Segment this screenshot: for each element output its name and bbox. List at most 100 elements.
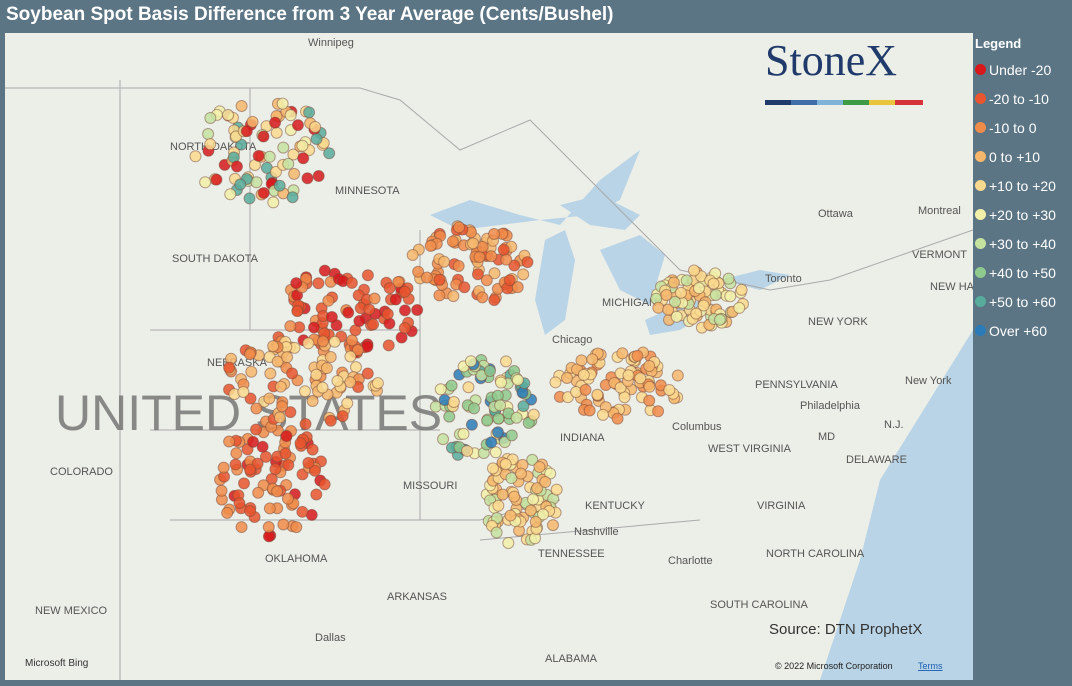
location-dot [511,373,524,386]
location-dot [279,447,292,460]
location-dot [269,116,282,129]
location-dot [510,411,523,424]
logo: StoneX [765,36,897,85]
place-label: Winnipeg [308,37,354,49]
location-dot [433,273,446,286]
location-dot [250,402,263,415]
location-dot [663,383,676,396]
location-dot [320,362,333,375]
location-dot [480,274,493,287]
location-dot [323,147,336,160]
location-dot [521,256,534,269]
location-dot [341,397,354,410]
legend-item: +50 to +60 [975,287,1056,316]
location-dot [344,376,357,389]
location-dot [262,520,275,533]
legend-item: +10 to +20 [975,171,1056,200]
location-dot [328,335,341,348]
legend-label: +40 to +50 [989,264,1056,281]
location-dot [280,430,293,443]
location-dot [471,268,484,281]
legend-label: Under -20 [989,61,1052,78]
location-dot [303,106,316,119]
location-dot [488,294,501,307]
location-dot [447,290,460,303]
location-dot [273,411,286,424]
location-dot [464,355,477,368]
location-dot [446,235,459,248]
location-dot [349,361,362,374]
location-dot [324,351,337,364]
legend-item: +30 to +40 [975,229,1056,258]
legend-item: Over +60 [975,316,1056,345]
location-dot [312,170,325,183]
legend-item: +40 to +50 [975,258,1056,287]
location-dot [577,368,590,381]
location-dot [671,369,684,382]
place-label: Ottawa [818,208,854,220]
place-label: ALABAMA [545,653,598,665]
location-dot [733,301,746,314]
location-dot [398,304,411,317]
location-dot [549,376,562,389]
location-dot [596,408,609,421]
place-label: KENTUCKY [585,500,646,512]
legend-swatch [975,209,986,220]
location-dot [546,519,559,532]
location-dot [336,410,349,423]
location-dot [269,463,282,476]
location-dot [252,149,265,162]
location-dot [222,109,235,122]
location-dot [622,369,635,382]
location-dot [452,259,465,272]
legend-swatch [975,151,986,162]
location-dot [230,447,243,460]
location-dot [367,318,380,331]
location-dot [494,399,507,412]
place-label: NEW HAMPSHIRE [930,281,973,293]
location-dot [433,289,446,302]
location-dot [485,250,498,263]
place-label: Columbus [672,421,722,433]
place-label: MINNESOTA [335,185,400,197]
place-label: Philadelphia [800,400,861,412]
provider: Microsoft Bing [25,658,88,669]
location-dot [302,337,315,350]
location-dot [503,274,516,287]
place-label: N.J. [884,419,904,431]
location-dot [353,315,366,328]
location-dot [345,276,358,289]
location-dot [202,128,215,141]
location-dot [643,360,656,373]
legend-title: Legend [975,36,1022,51]
location-dot [306,394,319,407]
legend-swatch [975,93,986,104]
location-dot [539,476,552,489]
location-dot [517,268,530,281]
location-dot [382,339,395,352]
location-dot [652,405,665,418]
location-dot [583,404,596,417]
location-dot [412,265,425,278]
location-dot [531,482,544,495]
terms-link[interactable]: Terms [918,661,943,671]
location-dot [291,305,304,318]
location-dot [497,243,510,256]
location-dot [457,427,470,440]
location-dot [307,321,320,334]
location-dot [500,355,513,368]
place-label: Charlotte [668,555,713,567]
legend-label: +30 to +40 [989,235,1056,252]
location-dot [234,178,247,191]
place-label: Dallas [315,632,346,644]
location-dot [344,350,357,363]
location-dot [517,400,530,413]
legend-label: +50 to +60 [989,293,1056,310]
location-dot [269,165,282,178]
location-dot [237,385,250,398]
legend-label: -20 to -10 [989,90,1049,107]
location-dot [243,192,256,205]
location-dot [331,374,344,387]
legend-swatch [975,296,986,307]
